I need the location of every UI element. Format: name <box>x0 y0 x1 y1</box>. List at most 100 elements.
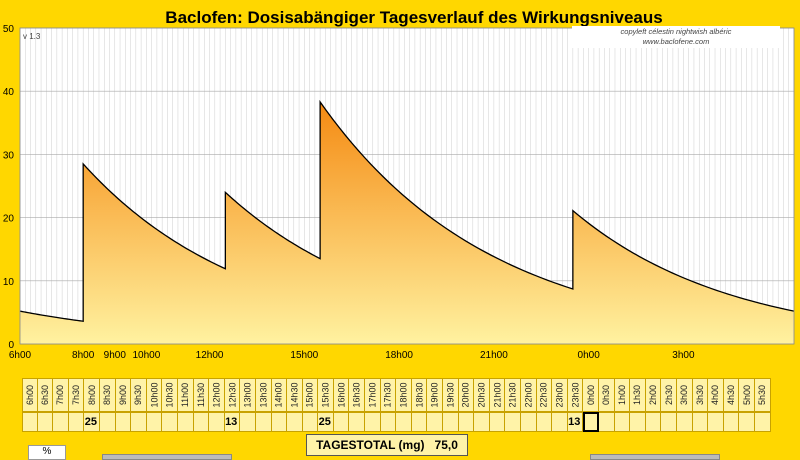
dose-input-cell[interactable] <box>458 412 475 432</box>
chart-svg: 0 10 20 30 40 50 6h00 8h00 9h00 10h00 12h00 15h00 1… <box>3 8 795 361</box>
time-slot-label: 17h30 <box>382 382 393 408</box>
time-slot-cell: 14h00 <box>271 378 288 412</box>
time-slot-label: 3h30 <box>694 384 705 406</box>
dose-input-cell[interactable] <box>598 412 615 432</box>
time-slot-label: 12h30 <box>227 382 238 408</box>
time-slot-cell: 4h00 <box>708 378 724 412</box>
time-slot-label: 5h30 <box>757 384 768 406</box>
dose-input-cell[interactable] <box>536 412 553 432</box>
chart-area: 0 10 20 30 40 50 6h00 8h00 9h00 10h00 12h00 15h00 1… <box>2 8 795 361</box>
x-tick-label: 12h00 <box>196 350 224 361</box>
dose-input-cell[interactable] <box>349 412 366 432</box>
dose-input-cell[interactable] <box>333 412 350 432</box>
control-stub-right[interactable] <box>590 454 720 460</box>
dose-input-cell[interactable] <box>271 412 288 432</box>
dose-input-cell[interactable] <box>708 412 724 432</box>
time-slot-cell: 6h00 <box>22 378 38 412</box>
time-slot-label: 22h00 <box>523 382 534 408</box>
time-slot-cell: 3h30 <box>692 378 709 412</box>
time-slot-cell: 13h30 <box>255 378 272 412</box>
dose-input-cell[interactable] <box>630 412 646 432</box>
time-slot-cell: 21h00 <box>489 378 506 412</box>
time-slot-cell: 7h30 <box>68 378 85 412</box>
dose-input-cell[interactable] <box>427 412 444 432</box>
dose-input-cell[interactable] <box>676 412 693 432</box>
x-tick-label: 3h00 <box>672 350 695 361</box>
dose-input-cell[interactable] <box>177 412 194 432</box>
time-slot-label: 2h00 <box>648 384 659 406</box>
time-slot-cell: 15h30 <box>318 378 334 412</box>
dose-input-cell[interactable] <box>505 412 521 432</box>
time-slot-cell: 19h00 <box>427 378 444 412</box>
dose-input-cell[interactable]: 13 <box>224 412 241 432</box>
dose-input-cell[interactable]: 13 <box>567 412 584 432</box>
dose-input-cell[interactable] <box>583 412 599 432</box>
time-slot-cell: 11h30 <box>193 378 210 412</box>
dose-input-cell[interactable] <box>739 412 755 432</box>
dose-input-cell[interactable] <box>209 412 225 432</box>
y-tick-label: 40 <box>3 87 15 98</box>
dose-input-cell[interactable] <box>68 412 85 432</box>
dose-input-cell[interactable] <box>754 412 771 432</box>
dose-input-cell[interactable]: 25 <box>318 412 334 432</box>
dose-input-cell[interactable] <box>302 412 319 432</box>
dose-input-cell[interactable] <box>396 412 412 432</box>
dose-input-cell[interactable] <box>131 412 147 432</box>
dose-input-cell[interactable] <box>489 412 506 432</box>
dose-input-cell[interactable] <box>521 412 537 432</box>
dose-input-cell[interactable] <box>380 412 397 432</box>
time-slot-cell: 9h30 <box>131 378 147 412</box>
dose-input-cell[interactable]: 25 <box>84 412 100 432</box>
dose-input-cell[interactable] <box>240 412 256 432</box>
dose-input-cell[interactable] <box>474 412 490 432</box>
dose-input-cell[interactable] <box>193 412 210 432</box>
dose-input-cell[interactable] <box>22 412 38 432</box>
time-slot-label: 11h00 <box>180 382 191 408</box>
time-slot-cell: 2h00 <box>645 378 662 412</box>
time-slot-label: 22h30 <box>538 382 549 408</box>
time-slot-label: 7h30 <box>71 384 82 406</box>
percent-label: % <box>42 446 52 457</box>
y-tick-label: 50 <box>3 24 15 35</box>
dose-input-cell[interactable] <box>661 412 677 432</box>
time-slot-label: 14h00 <box>273 382 284 408</box>
dose-input-cell[interactable] <box>614 412 631 432</box>
dose-input-cell[interactable] <box>365 412 381 432</box>
time-slot-label: 12h00 <box>211 382 222 408</box>
effect-level-line <box>19 99 795 322</box>
control-stub-left[interactable] <box>102 454 232 460</box>
dose-input-cell[interactable] <box>53 412 69 432</box>
dose-input-cell[interactable] <box>443 412 459 432</box>
x-tick-label: 6h00 <box>9 350 32 361</box>
time-slot-cell: 5h00 <box>739 378 755 412</box>
time-slot-cell: 3h00 <box>676 378 693 412</box>
dose-input-cell[interactable] <box>692 412 709 432</box>
time-slot-label: 15h30 <box>320 382 331 408</box>
dose-input-cell[interactable] <box>146 412 163 432</box>
y-tick-label: 30 <box>3 150 15 161</box>
dose-input-cell[interactable] <box>99 412 116 432</box>
dose-input-cell[interactable] <box>723 412 740 432</box>
dose-input-cell[interactable] <box>645 412 662 432</box>
dose-input-cell[interactable] <box>255 412 272 432</box>
dose-inputs-row: 25 13 25 13 <box>0 412 800 432</box>
dose-input-cell[interactable] <box>162 412 178 432</box>
time-slot-label: 13h30 <box>258 382 269 408</box>
dose-input-cell[interactable] <box>411 412 428 432</box>
time-slot-cell: 12h00 <box>209 378 225 412</box>
time-slot-cell: 23h00 <box>552 378 568 412</box>
x-tick-label: 10h00 <box>132 350 160 361</box>
dose-schedule-grid: 6h00 6h30 7h00 7h30 8h00 8h30 9h00 9h30 10h00 10h… <box>0 374 800 433</box>
time-slot-label: 21h00 <box>492 382 503 408</box>
time-slot-cell: 15h00 <box>302 378 319 412</box>
dose-input-cell[interactable] <box>37 412 54 432</box>
x-tick-label: 0h00 <box>578 350 601 361</box>
time-slot-cell: 22h30 <box>536 378 553 412</box>
time-slot-cell: 0h30 <box>598 378 615 412</box>
dose-input-cell[interactable] <box>115 412 132 432</box>
time-slot-label: 19h00 <box>429 382 440 408</box>
copyright-line-2: www.baclofene.com <box>643 37 710 46</box>
time-slot-label: 0h00 <box>585 384 596 406</box>
dose-input-cell[interactable] <box>552 412 568 432</box>
dose-input-cell[interactable] <box>287 412 303 432</box>
